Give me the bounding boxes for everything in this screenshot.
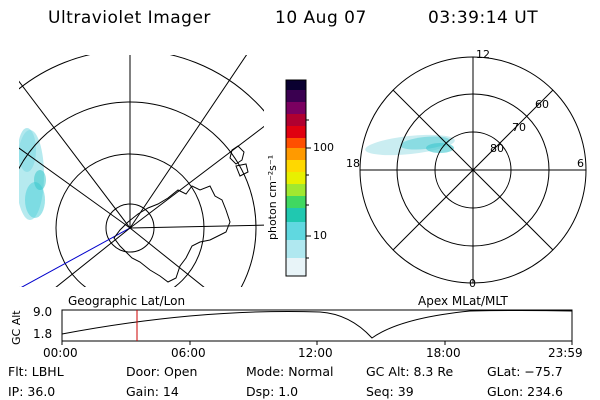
alt-xtick-1200: 12:00 [298,346,333,360]
alt-ytick-low: 1.8 [33,327,53,341]
alt-xtick-0000: 00:00 [43,346,78,360]
left-panel-label: Geographic Lat/Lon [68,294,186,308]
info-ip: IP: 36.0 [8,384,56,399]
mlat-label-60: 60 [535,98,549,111]
time-label: 03:39:14 UT [428,8,539,28]
aurora-emission-right [365,134,455,156]
mlat-label-80: 80 [490,142,504,155]
apex-polar-plot [359,56,587,284]
alt-xtick-0600: 06:00 [171,346,206,360]
info-glat: GLat: −75.7 [487,364,563,379]
alt-ytick-high: 9.0 [33,305,53,319]
mlt-label-12: 12 [476,48,490,61]
mlat-label-70: 70 [512,121,526,134]
info-mode: Mode: Normal [246,364,334,379]
mlt-label-18: 18 [346,157,360,170]
alt-ylabel: GC Alt [10,310,23,345]
info-gc-alt: GC Alt: 8.3 Re [366,364,454,379]
right-panel-label: Apex MLat/MLT [418,294,508,308]
date-label: 10 Aug 07 [275,8,367,28]
info-door: Door: Open [126,364,198,379]
colorbar-tick-10: 10 [313,229,327,242]
alt-xtick-1800: 18:00 [426,346,461,360]
info-seq: Seq: 39 [366,384,414,399]
aurora-emission-left [19,128,46,220]
colorbar [285,79,311,277]
altitude-plot [61,309,573,345]
alt-xtick-2359: 23:59 [548,346,583,360]
colorbar-tick-100: 100 [313,141,334,154]
mlt-label-6: 6 [577,157,584,170]
instrument-title: Ultraviolet Imager [48,8,211,28]
altitude-curve [61,310,573,339]
geographic-grid [19,55,264,287]
mlt-label-0: 0 [469,277,476,290]
info-filter: Flt: LBHL [8,364,64,379]
info-gain: Gain: 14 [126,384,179,399]
info-glon: GLon: 234.6 [487,384,563,399]
info-dsp: Dsp: 1.0 [246,384,299,399]
colorbar-unit-label: photon cm⁻²s⁻¹ [266,154,279,240]
